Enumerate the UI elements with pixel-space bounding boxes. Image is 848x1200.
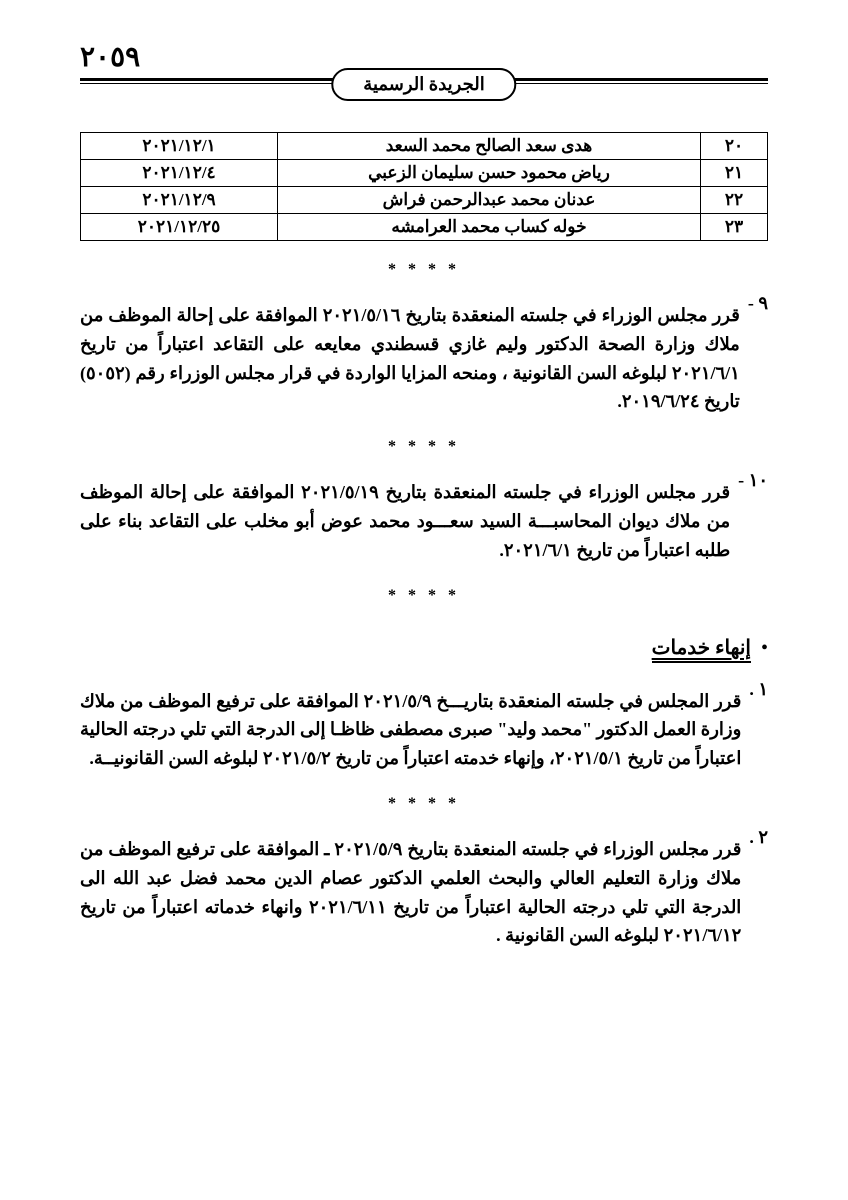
- decision-number: ٩ -: [748, 293, 768, 424]
- employees-table: ٢٠ هدى سعد الصالح محمد السعد ٢٠٢١/١٢/١ ٢…: [80, 132, 768, 241]
- section-heading-row: • إنهاء خدمات: [80, 635, 768, 663]
- decision-item: ٢ . قرر مجلس الوزراء في جلسته المنعقدة ب…: [80, 827, 768, 958]
- row-date: ٢٠٢١/١٢/٤: [81, 160, 278, 187]
- separator: * * * *: [80, 438, 768, 456]
- table-row: ٢٣ خوله كساب محمد العرامشه ٢٠٢١/١٢/٢٥: [81, 214, 768, 241]
- decision-text: قرر المجلس في جلسته المنعقدة بتاريـــخ ٢…: [80, 687, 741, 773]
- row-name: خوله كساب محمد العرامشه: [278, 214, 701, 241]
- decision-text: قرر مجلس الوزراء في جلسته المنعقدة بتاري…: [80, 301, 740, 416]
- table-row: ٢١ رياض محمود حسن سليمان الزعبي ٢٠٢١/١٢/…: [81, 160, 768, 187]
- header-rule: الجريدة الرسمية: [80, 78, 768, 102]
- row-number: ٢٢: [701, 187, 768, 214]
- separator: * * * *: [80, 587, 768, 605]
- row-name: عدنان محمد عبدالرحمن فراش: [278, 187, 701, 214]
- decision-item: ١ . قرر المجلس في جلسته المنعقدة بتاريــ…: [80, 679, 768, 781]
- row-name: رياض محمود حسن سليمان الزعبي: [278, 160, 701, 187]
- table-row: ٢٠ هدى سعد الصالح محمد السعد ٢٠٢١/١٢/١: [81, 133, 768, 160]
- decision-number: ٢ .: [749, 827, 768, 958]
- decision-text: قرر مجلس الوزراء في جلسته المنعقدة بتاري…: [80, 835, 741, 950]
- header-rule-thin: الجريدة الرسمية: [80, 83, 768, 102]
- decision-number: ١٠ -: [738, 470, 768, 572]
- section-title: إنهاء خدمات: [652, 635, 751, 663]
- row-name: هدى سعد الصالح محمد السعد: [278, 133, 701, 160]
- decision-item: ٩ - قرر مجلس الوزراء في جلسته المنعقدة ب…: [80, 293, 768, 424]
- separator: * * * *: [80, 261, 768, 279]
- decision-text: قرر مجلس الوزراء في جلسته المنعقدة بتاري…: [80, 478, 730, 564]
- row-date: ٢٠٢١/١٢/١: [81, 133, 278, 160]
- row-date: ٢٠٢١/١٢/٢٥: [81, 214, 278, 241]
- row-number: ٢١: [701, 160, 768, 187]
- gazette-title-badge: الجريدة الرسمية: [331, 68, 516, 101]
- table-row: ٢٢ عدنان محمد عبدالرحمن فراش ٢٠٢١/١٢/٩: [81, 187, 768, 214]
- row-number: ٢٠: [701, 133, 768, 160]
- decision-item: ١٠ - قرر مجلس الوزراء في جلسته المنعقدة …: [80, 470, 768, 572]
- row-date: ٢٠٢١/١٢/٩: [81, 187, 278, 214]
- bullet-icon: •: [761, 637, 768, 660]
- separator: * * * *: [80, 795, 768, 813]
- row-number: ٢٣: [701, 214, 768, 241]
- decision-number: ١ .: [749, 679, 768, 781]
